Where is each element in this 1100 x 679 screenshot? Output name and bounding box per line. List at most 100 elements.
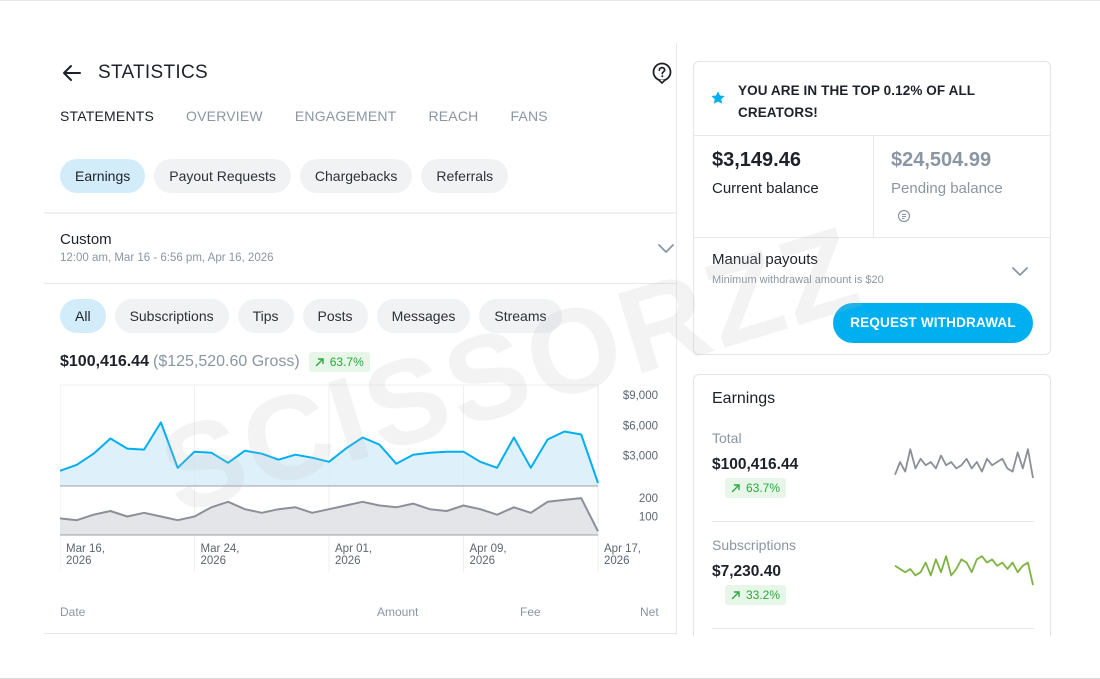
- sparkline-path: [894, 555, 1034, 586]
- total-sparkline: [894, 448, 1034, 479]
- earnings-filter-chips: All Subscriptions Tips Posts Messages St…: [60, 299, 562, 333]
- y-tick-label: $6,000: [623, 420, 658, 432]
- x-tick-label: 2026: [470, 555, 496, 567]
- x-tick-label: 2026: [66, 555, 92, 567]
- trend-value: 33.2%: [746, 588, 781, 602]
- balance-card: YOU ARE IN THE TOP 0.12% OF ALL CREATORS…: [693, 61, 1051, 355]
- subscriptions-sparkline: [894, 555, 1034, 586]
- col-amount: Amount: [377, 605, 419, 619]
- top-creator-text-line2: CREATORS!: [738, 105, 818, 120]
- earnings-item-value: $100,416.44: [712, 456, 799, 473]
- x-tick-label: Mar 16,: [66, 543, 105, 555]
- earnings-card: Earnings Total $100,416.44 63.7% Subscri…: [693, 374, 1051, 636]
- divider: [44, 283, 676, 284]
- count-area: [60, 498, 598, 535]
- current-balance-label: Current balance: [712, 180, 819, 197]
- top-creator-text: YOU ARE IN THE TOP 0.12% OF ALL CREATORS…: [738, 80, 975, 124]
- tab-engagement[interactable]: ENGAGEMENT: [294, 108, 397, 124]
- period-label: Custom: [60, 231, 112, 248]
- divider: [873, 135, 874, 237]
- x-tick-label: 2026: [201, 555, 227, 567]
- divider: [712, 628, 1034, 629]
- divider: [694, 135, 1050, 136]
- y-tick-label: $3,000: [623, 451, 658, 463]
- divider: [694, 237, 1050, 238]
- tab-fans[interactable]: FANS: [510, 108, 548, 124]
- trend-badge: 63.7%: [308, 352, 370, 372]
- amount-area: [60, 422, 598, 486]
- x-tick-label: Apr 01,: [335, 543, 372, 555]
- chip-posts[interactable]: Posts: [302, 299, 368, 333]
- trend-up-icon: [315, 358, 324, 367]
- info-icon[interactable]: [897, 209, 911, 223]
- x-tick-label: Apr 17,: [604, 543, 641, 555]
- chevron-down-icon: [658, 244, 674, 253]
- statistics-panel: STATISTICS STATEMENTS OVERVIEW ENGAGEMEN…: [44, 1, 676, 679]
- chip-referrals[interactable]: Referrals: [421, 159, 509, 193]
- x-tick-label: Mar 24,: [201, 543, 240, 555]
- pending-balance-label: Pending balance: [891, 180, 1003, 197]
- chevron-down-icon[interactable]: [1010, 264, 1030, 278]
- trend-value: 63.7%: [329, 355, 364, 369]
- page-header: STATISTICS: [60, 59, 672, 87]
- chip-chargebacks[interactable]: Chargebacks: [299, 159, 413, 193]
- earnings-item-subscriptions[interactable]: Subscriptions $7,230.40 33.2%: [712, 537, 1034, 636]
- help-icon[interactable]: [649, 60, 675, 86]
- col-date: Date: [60, 605, 86, 619]
- divider: [44, 633, 676, 634]
- amount-line: [60, 421, 599, 484]
- earnings-item-total[interactable]: Total $100,416.44 63.7%: [712, 430, 1034, 536]
- trend-up-icon: [731, 591, 740, 600]
- chip-all[interactable]: All: [60, 299, 106, 333]
- chip-messages[interactable]: Messages: [376, 299, 471, 333]
- earnings-title: Earnings: [712, 390, 776, 407]
- request-withdrawal-button[interactable]: REQUEST WITHDRAWAL: [833, 303, 1033, 343]
- chip-tips[interactable]: Tips: [237, 299, 294, 333]
- back-arrow-icon[interactable]: [60, 61, 84, 85]
- chip-subscriptions[interactable]: Subscriptions: [114, 299, 229, 333]
- count-line: [60, 497, 599, 532]
- current-balance-amount: $3,149.46: [712, 149, 801, 171]
- earnings-item-label: Subscriptions: [712, 537, 797, 553]
- chip-streams[interactable]: Streams: [479, 299, 562, 333]
- sparkline-path: [894, 448, 1034, 479]
- statistics-tabs: STATEMENTS OVERVIEW ENGAGEMENT REACH FAN…: [60, 108, 580, 124]
- earnings-summary: $100,416.44 ($125,520.60 Gross) 63.7%: [60, 352, 370, 372]
- payout-title: Manual payouts: [712, 251, 818, 268]
- top-creator-text-line1: YOU ARE IN THE TOP 0.12% OF ALL: [738, 83, 976, 98]
- y-tick-label: 100: [639, 512, 658, 524]
- payout-subtitle: Minimum withdrawal amount is $20: [712, 274, 884, 286]
- x-tick-label: Apr 09,: [470, 543, 507, 555]
- star-icon: [711, 91, 725, 104]
- statement-type-chips: Earnings Payout Requests Chargebacks Ref…: [60, 159, 509, 193]
- earnings-item-label: Total: [712, 430, 742, 446]
- period-range: 12:00 am, Mar 16 - 6:56 pm, Apr 16, 2026: [60, 252, 274, 264]
- trend-badge: 63.7%: [725, 478, 787, 498]
- col-fee: Fee: [520, 605, 541, 619]
- x-tick-label: 2026: [335, 555, 361, 567]
- top-creator-banner: YOU ARE IN THE TOP 0.12% OF ALL CREATORS…: [710, 78, 1030, 122]
- summary-gross: ($125,520.60 Gross): [152, 353, 300, 370]
- divider: [44, 212, 676, 214]
- column-divider: [676, 43, 677, 635]
- col-net: Net: [640, 605, 659, 619]
- tab-statements[interactable]: STATEMENTS: [60, 108, 155, 124]
- earnings-item-value: $7,230.40: [712, 563, 781, 580]
- chip-payout-requests[interactable]: Payout Requests: [154, 159, 291, 193]
- summary-net: $100,416.44: [60, 353, 149, 370]
- tab-reach[interactable]: REACH: [428, 108, 479, 124]
- trend-badge: 33.2%: [725, 585, 787, 605]
- pending-balance-amount: $24,504.99: [891, 149, 992, 171]
- period-selector[interactable]: Custom 12:00 am, Mar 16 - 6:56 pm, Apr 1…: [60, 231, 674, 264]
- divider: [712, 521, 1034, 522]
- tab-overview[interactable]: OVERVIEW: [186, 108, 263, 124]
- y-tick-label: $9,000: [623, 390, 658, 402]
- trend-value: 63.7%: [746, 481, 781, 495]
- chip-earnings[interactable]: Earnings: [60, 159, 146, 193]
- trend-up-icon: [731, 484, 740, 493]
- page-title: STATISTICS: [98, 62, 208, 83]
- y-tick-label: 200: [639, 493, 658, 505]
- x-tick-label: 2026: [604, 555, 630, 567]
